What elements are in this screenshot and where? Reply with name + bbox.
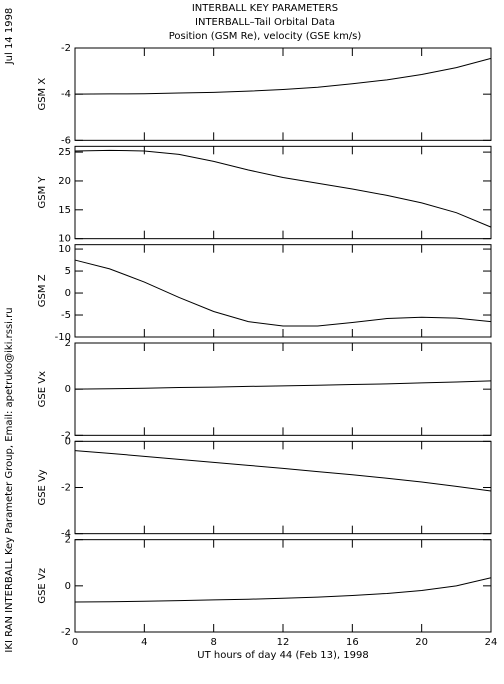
x-tick-label: 0 bbox=[72, 637, 78, 648]
y-tick-label: -5 bbox=[61, 310, 71, 321]
x-tick-label: 24 bbox=[485, 637, 498, 648]
y-axis-label: GSM Y bbox=[37, 176, 48, 209]
y-tick-label: -2 bbox=[61, 43, 71, 54]
x-axis-label: UT hours of day 44 (Feb 13), 1998 bbox=[197, 650, 368, 661]
data-line bbox=[74, 450, 492, 492]
y-tick-label: 15 bbox=[58, 205, 71, 216]
y-axis-label: GSM X bbox=[37, 78, 48, 111]
credit-label: IKI RAN INTERBALL Key Parameter Group, E… bbox=[4, 307, 15, 652]
y-tick-label: 10 bbox=[58, 234, 71, 245]
y-tick-label: 5 bbox=[65, 266, 71, 277]
title-line: Position (GSM Re), velocity (GSE km/s) bbox=[169, 31, 362, 42]
y-axis-label: GSE Vx bbox=[37, 371, 48, 407]
y-axis-label: GSE Vy bbox=[37, 469, 48, 505]
data-line bbox=[74, 149, 492, 228]
y-tick-label: -2 bbox=[61, 627, 71, 638]
panel-frame bbox=[74, 440, 492, 535]
y-tick-label: 10 bbox=[58, 244, 71, 255]
panel-frame bbox=[74, 342, 492, 436]
y-tick-label: -2 bbox=[61, 483, 71, 494]
y-tick-label: 25 bbox=[58, 147, 71, 158]
panel-frame bbox=[74, 539, 492, 633]
x-tick-label: 12 bbox=[277, 637, 290, 648]
title-line: INTERBALL–Tail Orbital Data bbox=[195, 17, 335, 28]
y-tick-label: 2 bbox=[65, 535, 71, 546]
x-tick-label: 20 bbox=[415, 637, 428, 648]
y-axis-label: GSM Z bbox=[37, 274, 48, 307]
x-tick-label: 8 bbox=[210, 637, 216, 648]
y-tick-label: 2 bbox=[65, 338, 71, 349]
x-tick-label: 4 bbox=[141, 637, 147, 648]
y-tick-label: -2 bbox=[61, 430, 71, 441]
y-tick-label: -4 bbox=[61, 89, 71, 100]
y-tick-label: 0 bbox=[65, 384, 71, 395]
date-label: Jul 14 1998 bbox=[4, 8, 15, 66]
panel-frame bbox=[74, 145, 492, 240]
title-line: INTERBALL KEY PARAMETERS bbox=[192, 3, 338, 14]
y-tick-label: -10 bbox=[55, 332, 71, 343]
y-axis-label: GSE Vz bbox=[37, 568, 48, 604]
data-line bbox=[74, 577, 492, 603]
y-tick-label: -4 bbox=[61, 529, 71, 540]
y-tick-label: 20 bbox=[58, 176, 71, 187]
x-tick-label: 16 bbox=[346, 637, 359, 648]
y-tick-label: 0 bbox=[65, 436, 71, 447]
data-line bbox=[74, 57, 492, 95]
y-tick-label: 0 bbox=[65, 288, 71, 299]
panel-frame bbox=[74, 244, 492, 338]
data-line bbox=[74, 259, 492, 327]
data-line bbox=[74, 380, 492, 390]
y-tick-label: 0 bbox=[65, 581, 71, 592]
y-tick-label: -6 bbox=[61, 135, 71, 146]
